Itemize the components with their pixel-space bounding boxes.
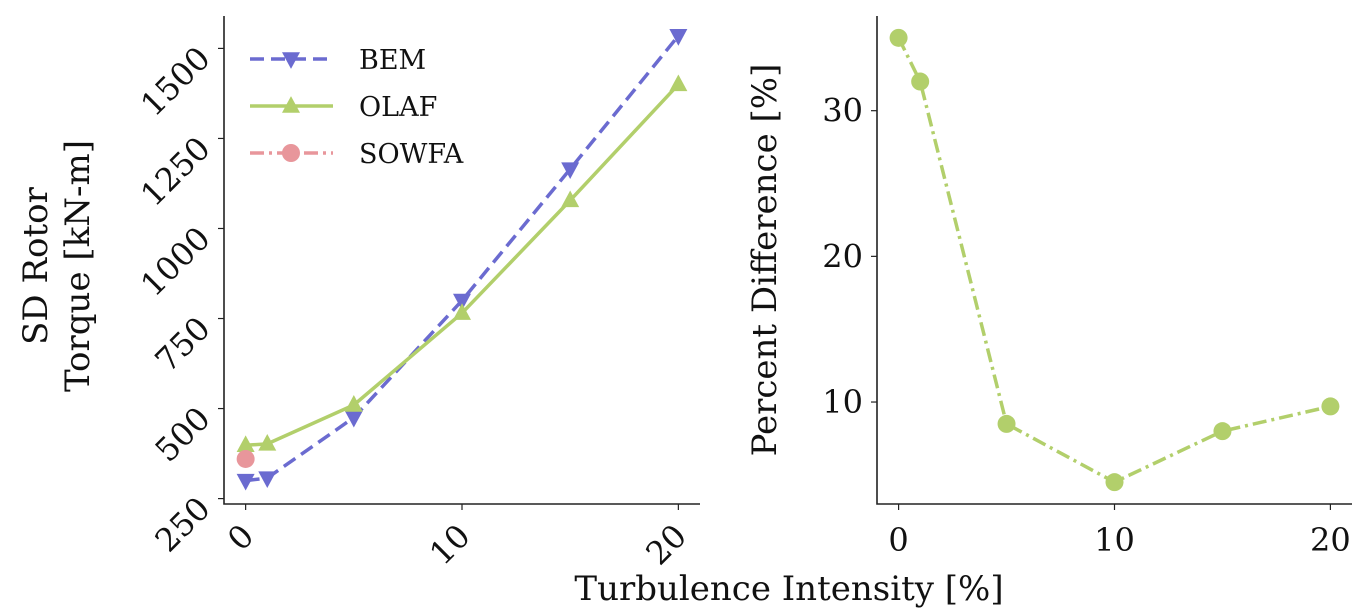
left-ylabel-line1: SD Rotor (16, 186, 56, 345)
right-y-tick-label: 30 (822, 92, 863, 130)
data-point-olaf (669, 74, 688, 92)
series-line-bem (245, 34, 680, 483)
data-point-bem (669, 29, 688, 46)
data-point-olaf (453, 303, 471, 320)
legend-label: BEM (359, 45, 426, 76)
left-x-tick-label: 0 (220, 517, 261, 558)
data-point-percent-difference (911, 72, 930, 91)
data-point-bem (344, 410, 363, 428)
right-y-tick-label: 10 (822, 383, 863, 421)
right-axes-spine (876, 16, 1352, 505)
left-x-tick-label: 10 (422, 517, 478, 573)
legend-marker (282, 144, 300, 162)
left-y-tick-label: 250 (148, 489, 218, 559)
legend-label: SOWFA (359, 139, 464, 170)
legend-item-bem: BEM (250, 45, 426, 76)
legend: BEM OLAF SOWFA (250, 45, 464, 170)
legend-label: OLAF (359, 92, 437, 123)
data-point-olaf (236, 435, 255, 453)
data-point-olaf (561, 190, 580, 208)
left-y-tick-label: 1000 (133, 219, 217, 303)
left-axes-spine (223, 16, 700, 505)
data-point-sowfa (236, 449, 255, 468)
legend-item-sowfa: SOWFA (250, 139, 464, 170)
data-point-bem (236, 473, 255, 491)
right-x-tick-label: 0 (888, 521, 908, 559)
data-point-olaf (258, 433, 277, 451)
data-point-percent-difference (1105, 473, 1124, 492)
series-olaf (236, 74, 688, 453)
left-y-tick-label: 500 (148, 399, 218, 469)
series-sowfa (236, 449, 255, 468)
left-y-tick-label: 750 (148, 309, 218, 379)
left-y-tick-label: 1500 (133, 39, 217, 123)
series-line-percent-difference (897, 37, 1331, 485)
series-bem (236, 29, 688, 491)
data-point-olaf (344, 395, 363, 412)
left-x-tick-label: 20 (638, 517, 694, 573)
right-x-tick-label: 10 (1094, 521, 1135, 559)
data-point-percent-difference (889, 28, 908, 47)
right-chart: 0 10 20 10 20 30 Percent Difference [%] (745, 16, 1352, 559)
left-ylabel-line2: Torque [kN-m] (58, 140, 98, 392)
series-percent-difference (889, 28, 1340, 492)
right-x-tick-label: 20 (1310, 521, 1351, 559)
right-y-tick-label: 20 (822, 237, 863, 275)
left-y-tick-label: 1250 (133, 129, 217, 213)
data-point-percent-difference (1321, 397, 1340, 416)
legend-marker (282, 96, 300, 113)
right-ylabel: Percent Difference [%] (745, 64, 785, 457)
x-axis-label: Turbulence Intensity [%] (574, 569, 1003, 609)
data-point-bem (453, 293, 471, 311)
data-point-percent-difference (1213, 422, 1232, 441)
data-point-bem (258, 471, 277, 488)
legend-item-olaf: OLAF (250, 92, 437, 123)
data-point-percent-difference (997, 414, 1016, 433)
data-point-bem (561, 162, 580, 179)
legend-marker (282, 52, 300, 69)
